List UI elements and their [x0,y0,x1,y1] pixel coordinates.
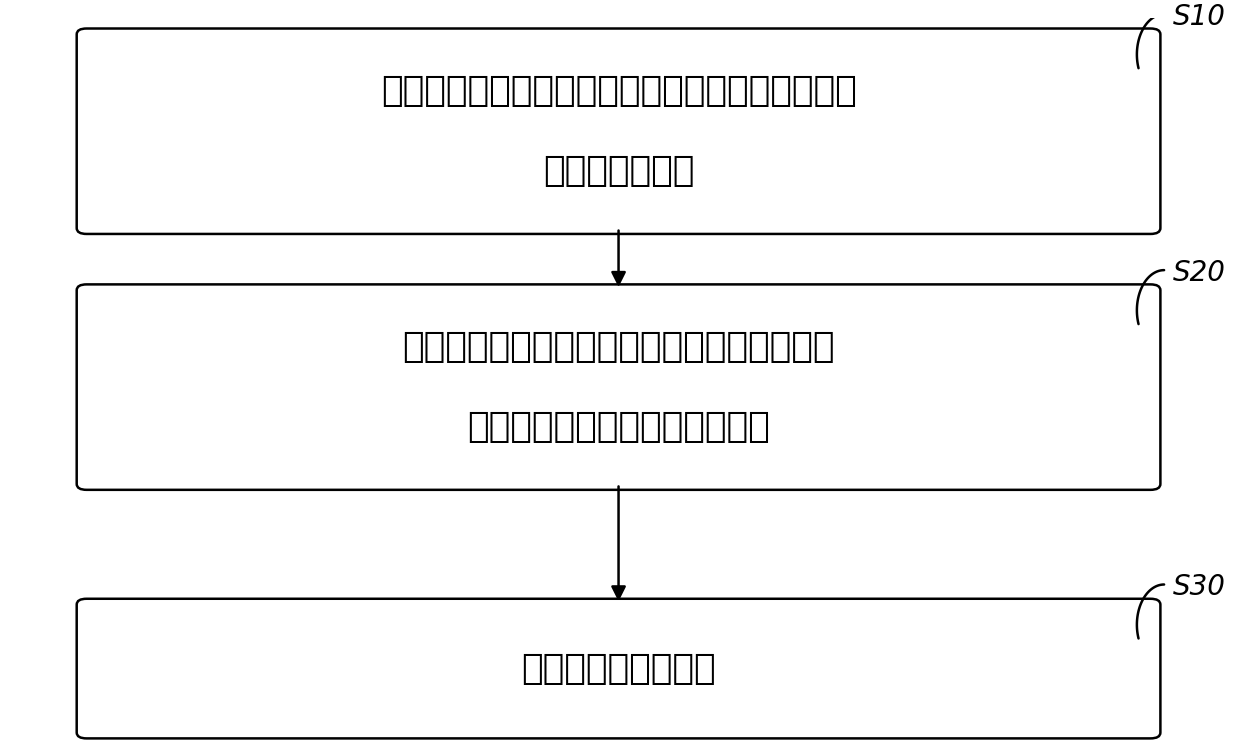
Text: S30: S30 [1173,573,1225,601]
Text: 在每种生产板进入钻孔工序前，获取与该生产板相: 在每种生产板进入钻孔工序前，获取与该生产板相 [381,74,857,108]
Text: 将排序结果显示输出: 将排序结果显示输出 [521,652,715,685]
FancyBboxPatch shape [77,285,1161,490]
Text: S20: S20 [1173,258,1225,287]
FancyBboxPatch shape [77,598,1161,739]
Text: 对应的产品信息: 对应的产品信息 [543,154,694,189]
Text: 照时间先后顺序将产品信息排序: 照时间先后顺序将产品信息排序 [467,410,770,444]
Text: 将不同的产品信息的获取时间进行比对，并按: 将不同的产品信息的获取时间进行比对，并按 [402,330,835,364]
Text: S10: S10 [1173,3,1225,31]
FancyBboxPatch shape [77,28,1161,234]
